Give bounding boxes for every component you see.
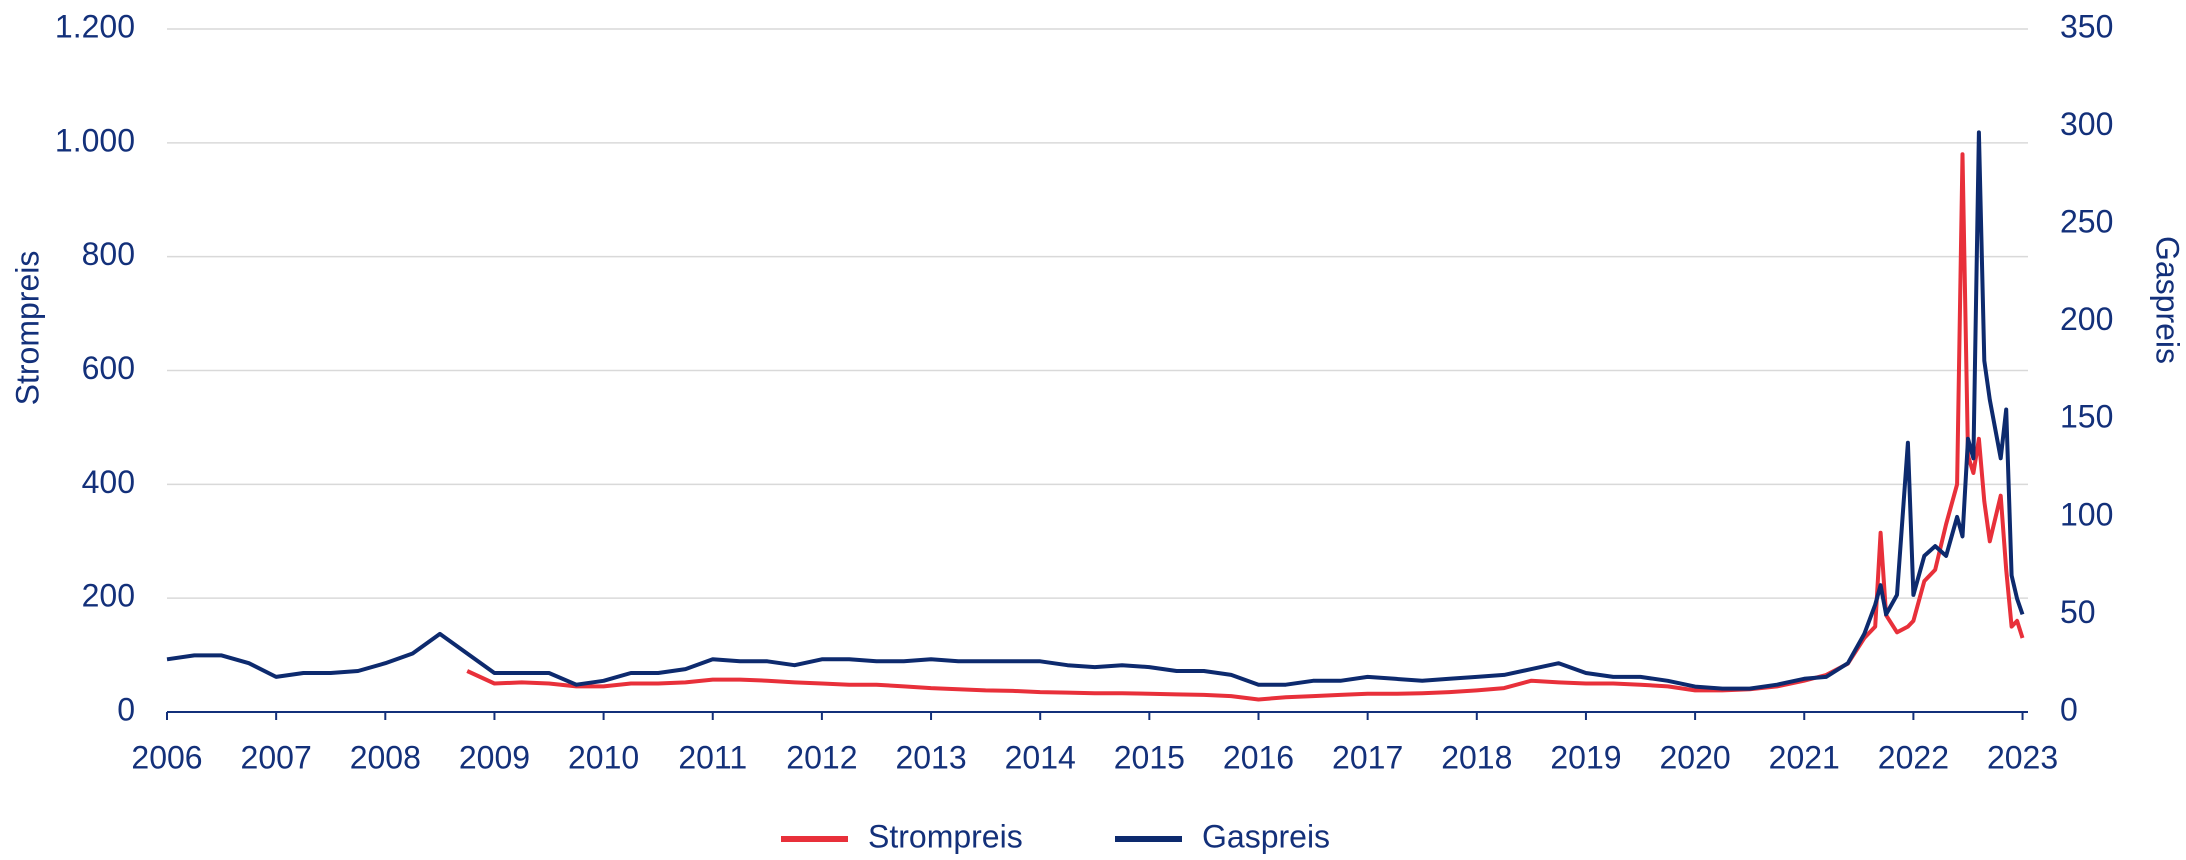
- x-tick-label: 2007: [241, 739, 312, 775]
- x-tick-label: 2016: [1223, 739, 1294, 775]
- x-tick-label: 2019: [1550, 739, 1621, 775]
- x-tick-label: 2020: [1660, 739, 1731, 775]
- x-tick-label: 2017: [1332, 739, 1403, 775]
- x-tick-label: 2015: [1114, 739, 1185, 775]
- y2-tick-label: 300: [2060, 106, 2113, 142]
- y-tick-label: 800: [82, 236, 135, 272]
- y2-tick-label: 200: [2060, 301, 2113, 337]
- y-tick-label: 200: [82, 578, 135, 614]
- x-tick-label: 2018: [1441, 739, 1512, 775]
- y2-tick-label: 350: [2060, 8, 2113, 44]
- series-line: [466, 152, 2025, 702]
- y-tick-label: 0: [117, 691, 135, 727]
- x-tick-label: 2006: [131, 739, 202, 775]
- x-tick-label: 2010: [568, 739, 639, 775]
- y2-tick-label: 0: [2060, 691, 2078, 727]
- y-tick-label: 1.000: [55, 122, 135, 158]
- x-tick-label: 2021: [1769, 739, 1840, 775]
- y-axis-title: Strompreis: [9, 251, 45, 406]
- y2-tick-label: 150: [2060, 399, 2113, 435]
- x-tick-label: 2012: [786, 739, 857, 775]
- x-tick-label: 2011: [678, 739, 747, 775]
- x-tick-label: 2023: [1987, 739, 2058, 775]
- y2-tick-label: 50: [2060, 594, 2096, 630]
- y-tick-label: 1.200: [55, 8, 135, 44]
- x-tick-label: 2022: [1878, 739, 1949, 775]
- x-tick-label: 2014: [1005, 739, 1076, 775]
- y-tick-label: 600: [82, 350, 135, 386]
- x-tick-label: 2009: [459, 739, 530, 775]
- series-line: [166, 130, 2025, 691]
- y-tick-label: 400: [82, 464, 135, 500]
- y2-axis-title: Gaspreis: [2150, 236, 2186, 364]
- y2-tick-label: 250: [2060, 204, 2113, 240]
- legend-label: Gaspreis: [1202, 818, 1330, 854]
- x-tick-label: 2013: [895, 739, 966, 775]
- y2-tick-label: 100: [2060, 496, 2113, 532]
- x-tick-label: 2008: [350, 739, 421, 775]
- legend-label: Strompreis: [868, 818, 1023, 854]
